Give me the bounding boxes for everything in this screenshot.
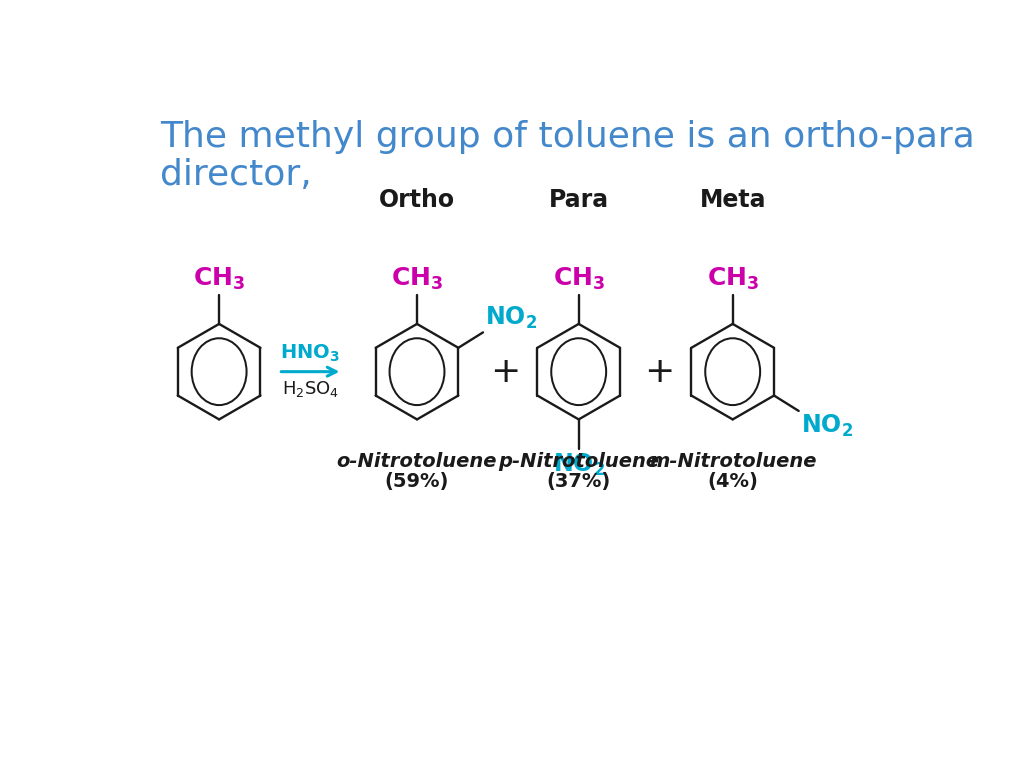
Text: +: + [644, 355, 675, 389]
Text: o-Nitrotoluene: o-Nitrotoluene [337, 452, 498, 472]
Text: Ortho: Ortho [379, 188, 455, 212]
Text: (4%): (4%) [708, 472, 758, 492]
Text: $\mathregular{HNO_3}$: $\mathregular{HNO_3}$ [281, 343, 340, 364]
Text: (59%): (59%) [385, 472, 450, 492]
Text: Meta: Meta [699, 188, 766, 212]
Text: $\mathregular{NO_2}$: $\mathregular{NO_2}$ [801, 412, 853, 439]
Text: The methyl group of toluene is an ortho-para: The methyl group of toluene is an ortho-… [160, 120, 975, 154]
Text: $\mathregular{CH_3}$: $\mathregular{CH_3}$ [553, 266, 605, 292]
Text: $\mathregular{NO_2}$: $\mathregular{NO_2}$ [485, 305, 538, 331]
Text: Para: Para [549, 188, 608, 212]
Text: (37%): (37%) [547, 472, 611, 492]
Text: $\mathregular{H_2SO_4}$: $\mathregular{H_2SO_4}$ [282, 379, 339, 399]
Text: director,: director, [160, 158, 311, 192]
Text: m-Nitrotoluene: m-Nitrotoluene [649, 452, 816, 472]
Text: $\mathregular{CH_3}$: $\mathregular{CH_3}$ [391, 266, 443, 292]
Text: +: + [490, 355, 521, 389]
Text: $\mathregular{NO_2}$: $\mathregular{NO_2}$ [553, 452, 605, 478]
Text: $\mathregular{CH_3}$: $\mathregular{CH_3}$ [707, 266, 759, 292]
Text: p-Nitrotoluene: p-Nitrotoluene [498, 452, 659, 472]
Text: $\mathregular{CH_3}$: $\mathregular{CH_3}$ [193, 266, 245, 292]
